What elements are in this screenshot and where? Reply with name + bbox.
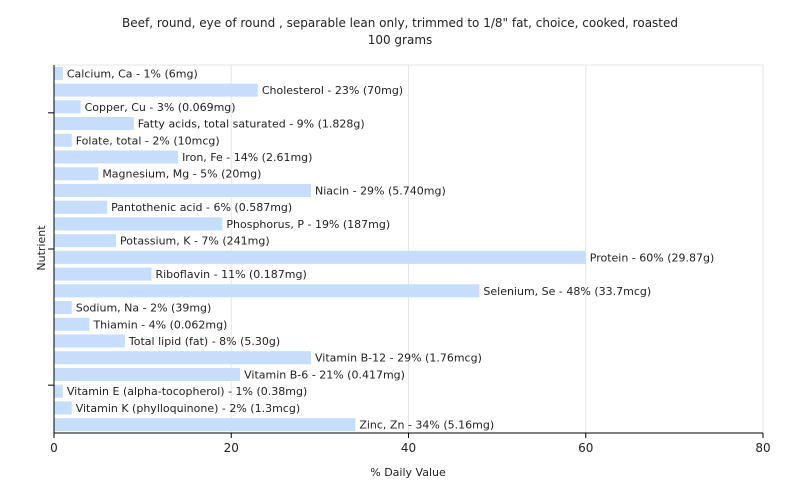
bar	[54, 167, 99, 181]
bar-label: Potassium, K - 7% (241mg)	[120, 235, 270, 248]
x-tick-label: 0	[50, 441, 58, 455]
y-axis-title: Nutrient	[35, 225, 48, 271]
bar-label: Calcium, Ca - 1% (6mg)	[67, 67, 198, 80]
bar-label: Cholesterol - 23% (70mg)	[262, 84, 403, 97]
bar	[54, 301, 72, 315]
bar	[54, 234, 117, 248]
bar-label: Fatty acids, total saturated - 9% (1.828…	[138, 118, 365, 131]
bar	[54, 150, 179, 164]
bar	[54, 117, 134, 131]
bar-label: Selenium, Se - 48% (33.7mcg)	[483, 285, 651, 298]
bar-labels: Calcium, Ca - 1% (6mg) Cholesterol - 23% …	[67, 67, 714, 431]
bar-label: Protein - 60% (29.87g)	[590, 251, 715, 264]
bar-label: Riboflavin - 11% (0.187mg)	[155, 268, 306, 281]
bar	[54, 100, 81, 114]
bar-label: Sodium, Na - 2% (39mg)	[76, 302, 212, 315]
chart-title: Beef, round, eye of round , separable le…	[122, 16, 678, 30]
bar-label: Copper, Cu - 3% (0.069mg)	[85, 101, 236, 114]
x-axis-title: % Daily Value	[370, 466, 446, 479]
chart-subtitle: 100 grams	[368, 33, 433, 47]
bar-label: Niacin - 29% (5.740mg)	[315, 184, 446, 197]
bar	[54, 66, 63, 80]
bar	[54, 83, 258, 97]
bars	[54, 66, 586, 432]
bar-label: Zinc, Zn - 34% (5.16mg)	[359, 419, 494, 432]
bar	[54, 418, 356, 432]
x-tick-label: 60	[578, 441, 593, 455]
x-tick-label: 40	[401, 441, 416, 455]
bar-label: Folate, total - 2% (10mcg)	[76, 134, 220, 147]
bar	[54, 401, 72, 415]
bar-label: Vitamin K (phylloquinone) - 2% (1.3mcg)	[76, 402, 300, 415]
bar	[54, 133, 72, 147]
bar	[54, 250, 586, 264]
x-tick-label: 80	[755, 441, 770, 455]
bar	[54, 267, 152, 281]
bar	[54, 367, 241, 381]
grid-lines	[53, 64, 764, 433]
bar	[54, 317, 90, 331]
axes: 0 20 40 60 80	[48, 65, 771, 455]
bar-label: Vitamin B-6 - 21% (0.417mg)	[244, 368, 405, 381]
bar-label: Vitamin E (alpha-tocopherol) - 1% (0.38m…	[67, 385, 307, 398]
bar-label: Total lipid (fat) - 8% (5.30g)	[128, 335, 280, 348]
bar-label: Vitamin B-12 - 29% (1.76mcg)	[315, 352, 482, 365]
bar	[54, 351, 312, 365]
bar-label: Phosphorus, P - 19% (187mg)	[226, 218, 390, 231]
bar-label: Thiamin - 4% (0.062mg)	[92, 318, 227, 331]
bar	[54, 384, 63, 398]
bar	[54, 284, 480, 298]
bar	[54, 217, 223, 231]
bar	[54, 183, 312, 197]
bar	[54, 334, 125, 348]
x-tick-label: 20	[224, 441, 239, 455]
bar-label: Pantothenic acid - 6% (0.587mg)	[111, 201, 292, 214]
bar-label: Magnesium, Mg - 5% (20mg)	[102, 168, 261, 181]
bar-label: Iron, Fe - 14% (2.61mg)	[182, 151, 312, 164]
bar	[54, 200, 108, 214]
